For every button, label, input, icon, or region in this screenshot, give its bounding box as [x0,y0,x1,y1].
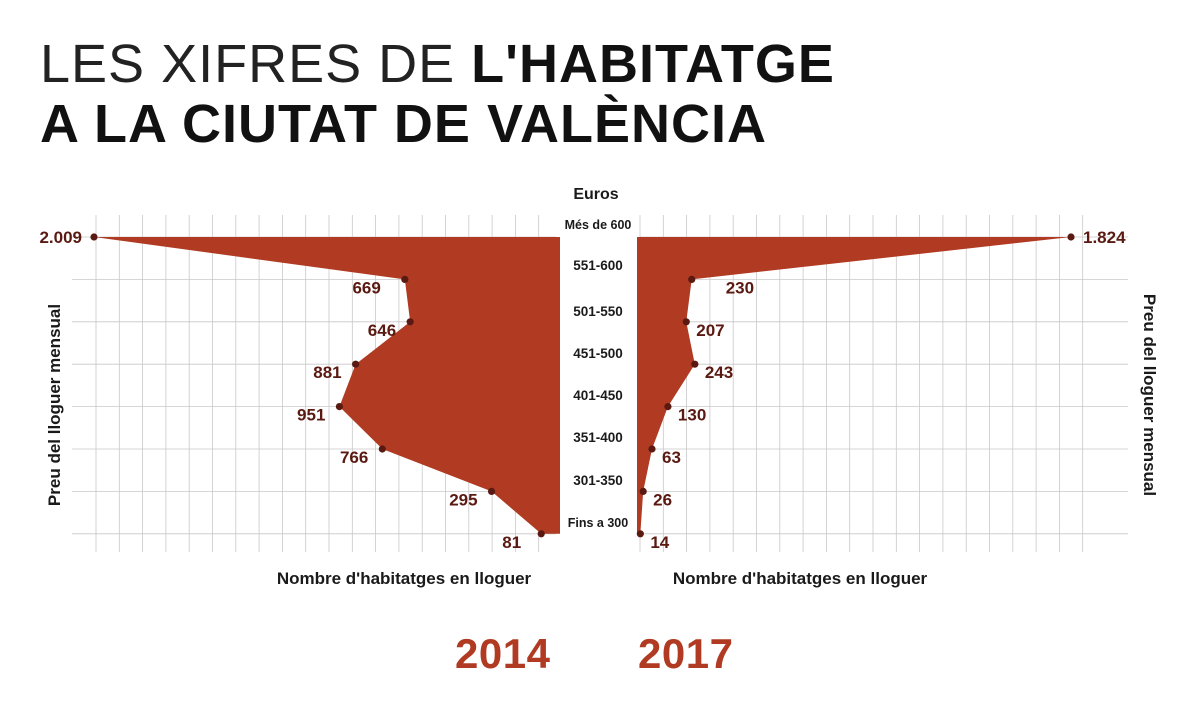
chart-title: LES XIFRES DE L'HABITATGE A LA CIUTAT DE… [40,34,835,154]
category-tick-label: 351-400 [573,430,623,445]
data-point-2014 [335,403,344,411]
data-point-2014 [378,445,386,453]
data-label-2014: 951 [297,406,325,425]
data-point-2017 [648,445,656,453]
category-tick-label: Més de 600 [565,218,632,232]
data-point-2017 [664,403,672,411]
data-point-2014 [537,530,545,538]
data-label-2017: 14 [650,533,669,552]
data-label-2017: 230 [726,278,754,297]
data-point-2014 [487,487,496,495]
area-2014 [94,237,560,534]
data-label-2014: 81 [502,533,521,552]
title-line1-bold: L'HABITATGE [471,34,835,94]
area-2017 [637,237,1071,534]
category-tick-label: Fins a 300 [568,516,628,530]
data-label-2014: 2.009 [39,228,82,247]
data-label-2014: 295 [449,490,477,509]
category-tick-label: 451-500 [573,346,623,361]
data-label-2017: 63 [662,448,681,467]
category-tick-label: 501-550 [573,304,623,319]
title-line1-light: LES XIFRES DE [40,34,472,94]
data-label-2017: 243 [705,363,733,382]
title-line2: A LA CIUTAT DE VALÈNCIA [40,94,767,154]
category-tick-label: 401-450 [573,388,623,403]
data-point-2017 [691,360,699,368]
data-label-2017: 207 [696,321,724,340]
data-label-2017: 26 [653,490,672,509]
category-axis-label: Euros [573,186,618,203]
year-label-2014: 2014 [455,630,551,677]
data-label-2017: 130 [678,406,706,425]
data-label-2014: 646 [368,321,396,340]
x-axis-label-right: Nombre d'habitatges en lloguer [673,569,928,588]
data-label-2017: 1.824 [1083,228,1126,247]
data-point-2014 [406,318,414,326]
data-point-2014 [90,233,98,241]
data-point-2014 [352,360,360,368]
y-axis-label-right: Preu del lloguer mensual [1140,294,1159,496]
data-point-2014 [401,275,409,283]
category-tick-label: 301-350 [573,473,623,488]
data-label-2014: 669 [352,278,380,297]
data-label-2014: 881 [313,363,341,382]
data-point-2017 [1067,233,1075,241]
category-label-layer: Més de 600 551-600 501-550 451-500 401-450 35… [565,218,632,530]
year-label-2017: 2017 [638,630,734,677]
area-layer [94,237,1071,534]
y-axis-label-left: Preu del lloguer mensual [45,304,64,506]
data-label-2014: 766 [340,448,368,467]
data-point-2017 [639,487,647,495]
data-point-2017 [682,318,690,326]
point-layer: 2.009 1.824 669 230 646 207 881 243 951 130 766 63 2… [39,228,1126,552]
x-axis-label-left: Nombre d'habitatges en lloguer [277,569,532,588]
data-point-2017 [636,530,644,538]
category-tick-label: 551-600 [573,258,623,273]
data-point-2017 [688,275,696,283]
